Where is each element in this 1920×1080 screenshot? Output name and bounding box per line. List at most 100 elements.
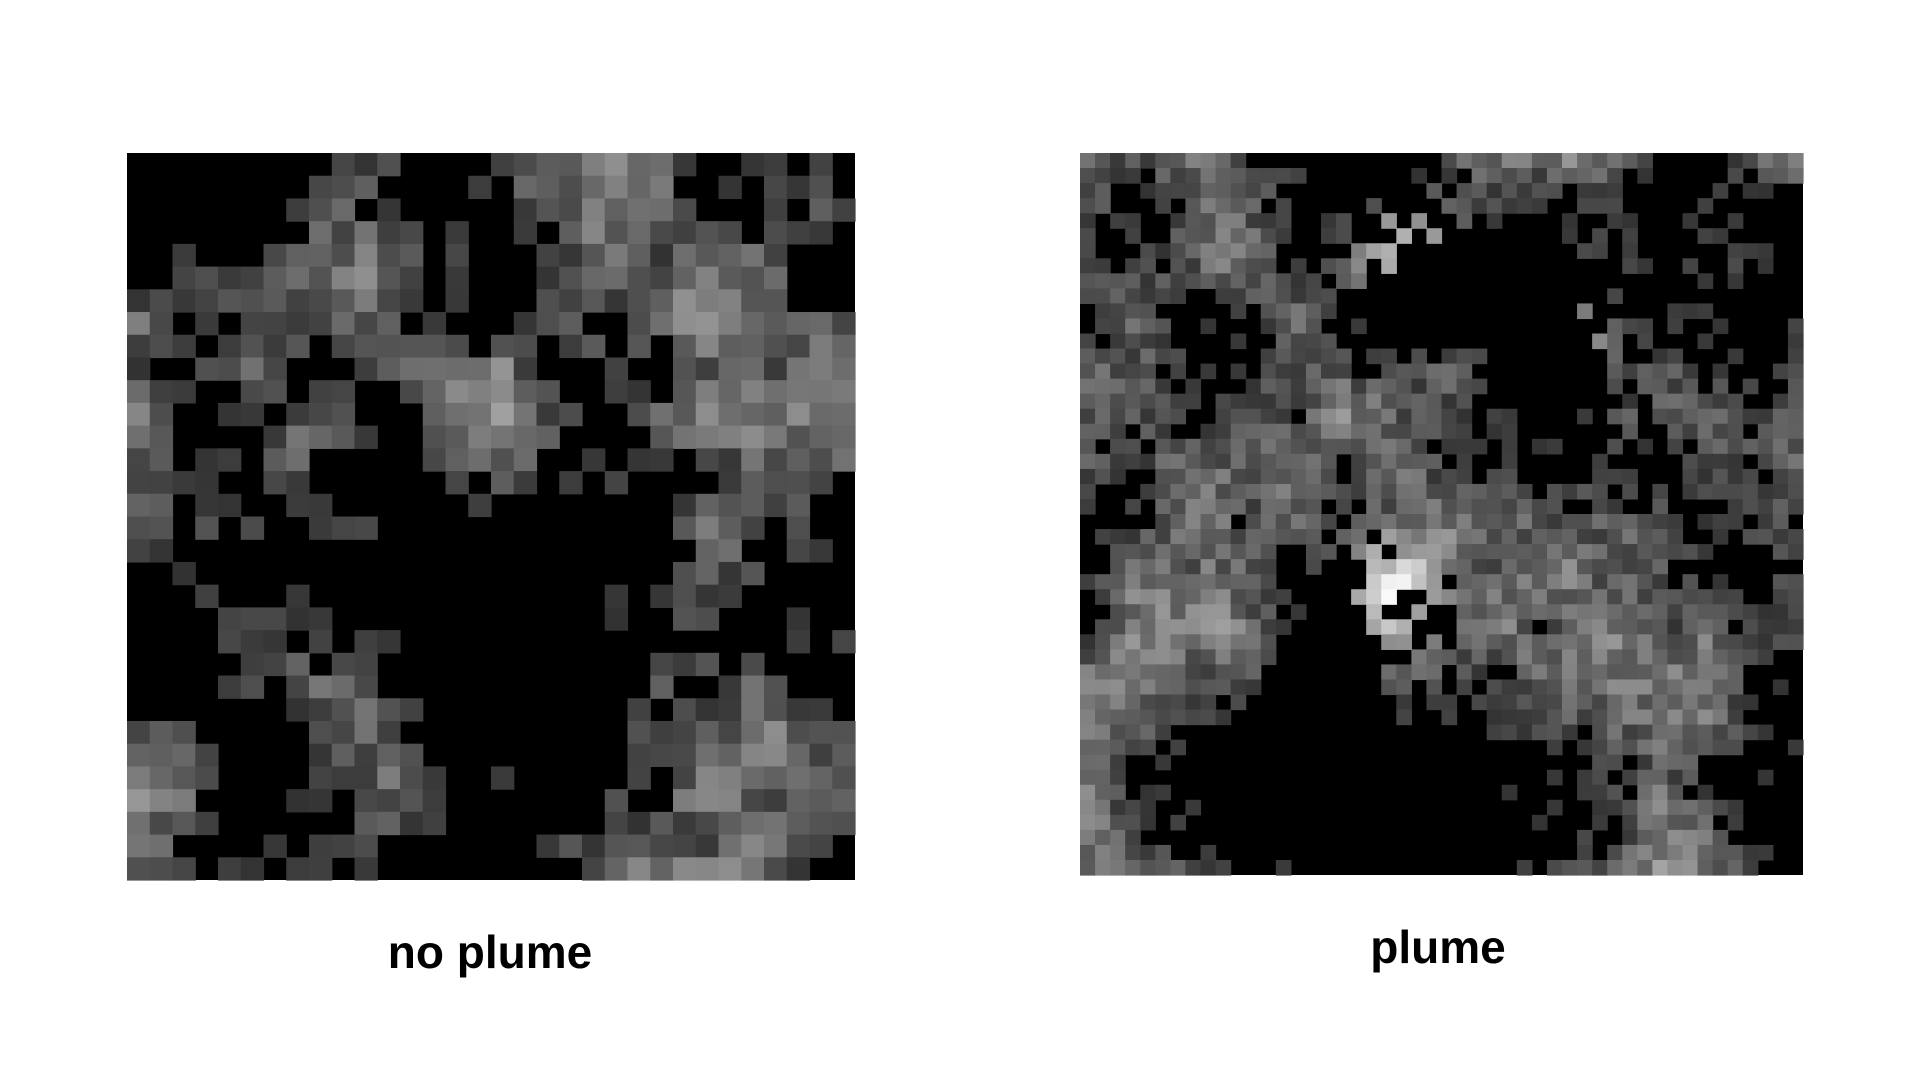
image-pixel <box>1185 529 1202 545</box>
image-pixel <box>1546 589 1563 605</box>
image-pixel <box>172 743 196 768</box>
image-pixel <box>809 471 833 495</box>
image-pixel <box>1622 619 1638 635</box>
image-pixel <box>468 357 492 381</box>
image-pixel <box>1200 649 1217 666</box>
image-pixel <box>354 698 378 722</box>
image-pixel <box>1727 153 1744 169</box>
image-pixel <box>1155 498 1171 515</box>
image-pixel <box>195 357 219 381</box>
image-pixel <box>1787 634 1804 650</box>
image-pixel <box>1095 619 1111 635</box>
image-pixel <box>149 334 174 359</box>
image-pixel <box>1486 514 1503 530</box>
image-pixel <box>1200 258 1217 274</box>
image-pixel <box>331 698 356 722</box>
image-pixel <box>536 153 560 177</box>
image-pixel <box>1622 739 1638 756</box>
image-pixel <box>1290 363 1307 380</box>
image-pixel <box>1456 589 1473 605</box>
image-pixel <box>1336 529 1352 545</box>
image-pixel <box>1260 408 1277 425</box>
image-pixel <box>1215 544 1232 560</box>
image-pixel <box>1185 483 1202 500</box>
image-pixel <box>1501 468 1518 485</box>
image-pixel <box>1787 529 1804 545</box>
image-pixel <box>1697 604 1714 620</box>
image-pixel <box>1712 634 1729 650</box>
image-pixel <box>1622 228 1638 244</box>
image-pixel <box>331 312 356 336</box>
image-pixel <box>582 198 606 222</box>
image-pixel <box>1787 498 1804 515</box>
image-pixel <box>1486 198 1503 214</box>
image-pixel <box>1652 649 1669 666</box>
image-pixel <box>400 243 424 268</box>
image-pixel <box>673 607 697 631</box>
image-pixel <box>240 652 265 677</box>
image-pixel <box>1125 544 1141 560</box>
image-pixel <box>1396 483 1412 500</box>
image-pixel <box>1546 799 1563 816</box>
image-pixel <box>127 766 151 790</box>
image-pixel <box>1170 213 1187 229</box>
image-pixel <box>741 516 765 540</box>
image-pixel <box>1155 589 1171 605</box>
image-pixel <box>1622 694 1638 711</box>
image-pixel <box>1125 604 1141 620</box>
image-pixel <box>832 312 856 336</box>
image-pixel <box>1441 483 1458 500</box>
image-pixel <box>1125 408 1141 425</box>
image-pixel <box>1757 514 1774 530</box>
image-pixel <box>309 630 333 654</box>
image-pixel <box>1080 814 1096 831</box>
image-pixel <box>1080 153 1096 169</box>
image-pixel <box>1546 574 1563 590</box>
image-pixel <box>1637 153 1653 169</box>
image-pixel <box>1230 198 1247 214</box>
image-pixel <box>1516 694 1533 711</box>
image-pixel <box>764 334 788 359</box>
image-pixel <box>1637 724 1653 741</box>
image-pixel <box>1712 483 1729 500</box>
image-pixel <box>1652 724 1669 741</box>
image-pixel <box>1381 243 1397 259</box>
image-pixel <box>1622 483 1638 500</box>
image-pixel <box>1125 799 1141 816</box>
image-pixel <box>400 289 424 313</box>
image-pixel <box>286 448 310 472</box>
image-pixel <box>1501 694 1518 711</box>
image-pixel <box>1200 709 1217 726</box>
image-pixel <box>1230 153 1247 169</box>
image-pixel <box>309 425 333 449</box>
image-pixel <box>536 312 560 336</box>
image-pixel <box>1531 709 1548 726</box>
image-pixel <box>422 425 447 449</box>
image-pixel <box>1170 574 1187 590</box>
image-pixel <box>1170 529 1187 545</box>
image-pixel <box>513 175 538 200</box>
image-pixel <box>354 312 378 336</box>
image-pixel <box>1682 258 1699 274</box>
image-pixel <box>1471 694 1488 711</box>
image-pixel <box>1577 303 1593 320</box>
image-pixel <box>1275 288 1292 305</box>
image-pixel <box>627 198 651 222</box>
image-pixel <box>1110 664 1126 681</box>
image-pixel <box>1667 694 1684 711</box>
image-pixel <box>1577 859 1593 876</box>
image-pixel <box>1396 438 1412 455</box>
image-pixel <box>536 266 560 290</box>
image-pixel <box>1275 514 1292 530</box>
image-pixel <box>513 221 538 245</box>
image-pixel <box>650 857 674 881</box>
image-pixel <box>1411 453 1428 470</box>
image-pixel <box>718 834 742 858</box>
image-pixel <box>1230 604 1247 620</box>
image-pixel <box>1637 363 1653 380</box>
image-pixel <box>1652 498 1669 515</box>
image-pixel <box>1185 213 1202 229</box>
image-pixel <box>1381 408 1397 425</box>
image-pixel <box>764 811 788 836</box>
image-pixel <box>1290 393 1307 410</box>
